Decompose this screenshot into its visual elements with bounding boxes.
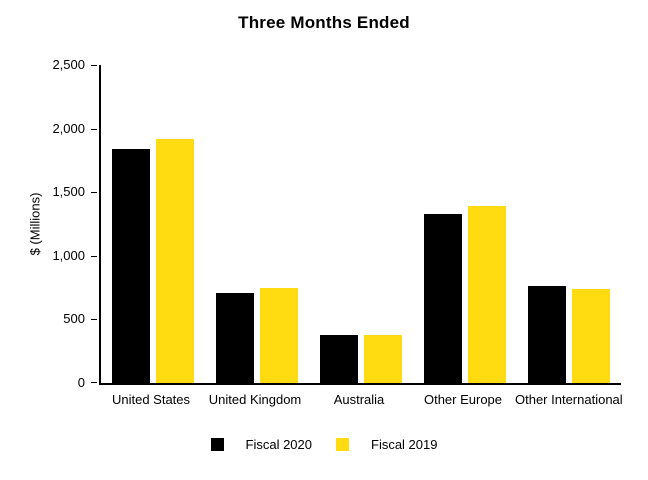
bar-group-united-states [101, 65, 205, 383]
bar-fiscal-2019-united-kingdom [260, 287, 298, 383]
legend-swatch-fiscal-2020 [210, 438, 224, 451]
plot-area [99, 65, 621, 385]
bar-fiscal-2019-other-europe [468, 206, 506, 383]
x-axis-labels: United States United Kingdom Australia Othe… [99, 392, 623, 407]
legend-swatch-fiscal-2019 [336, 438, 349, 451]
y-axis-ticks: 0 500 1,000 1,500 2,000 2,500 [0, 58, 99, 390]
bar-group-australia [309, 65, 413, 383]
bar-fiscal-2020-other-europe [424, 213, 462, 383]
legend-label-fiscal-2020: Fiscal 2020 [245, 437, 312, 452]
y-tick-label: 1,000 [52, 247, 85, 263]
y-tick-mark [91, 65, 97, 66]
y-tick-label: 2,500 [52, 57, 85, 72]
bar-fiscal-2019-australia [364, 335, 402, 383]
y-tick-mark [91, 255, 97, 257]
y-tick-label: 0 [77, 375, 85, 390]
y-tick-mark [91, 382, 97, 383]
bar-group-united-kingdom [205, 65, 309, 383]
y-tick-mark [91, 319, 97, 321]
x-axis-label-united-states: United States [111, 392, 191, 407]
y-tick-label: 1,500 [52, 184, 85, 200]
bar-group-other-international [517, 65, 621, 383]
y-tick-label: 500 [63, 311, 85, 327]
legend-label-fiscal-2019: Fiscal 2019 [371, 437, 438, 452]
y-tick-label: 2,000 [52, 120, 85, 136]
legend-item-fiscal-2020: Fiscal 2020 [210, 437, 312, 452]
x-axis-label-other-international: Other International [515, 392, 623, 407]
bar-fiscal-2020-united-kingdom [216, 292, 254, 383]
bar-fiscal-2020-other-international [528, 285, 566, 383]
bar-group-other-europe [413, 65, 517, 383]
y-tick-mark [91, 128, 97, 130]
y-tick-mark [91, 192, 97, 194]
bar-fiscal-2020-australia [320, 334, 358, 383]
chart-title: Three Months Ended [238, 13, 410, 32]
x-axis-label-other-europe: Other Europe [423, 392, 503, 407]
x-axis-label-united-kingdom: United Kingdom [208, 392, 302, 407]
legend-item-fiscal-2019: Fiscal 2019 [336, 437, 437, 452]
bar-fiscal-2019-united-states [156, 138, 194, 383]
x-axis-label-australia: Australia [333, 392, 385, 407]
bar-fiscal-2019-other-international [572, 288, 610, 383]
legend: Fiscal 2020 Fiscal 2019 [0, 437, 648, 452]
bar-fiscal-2020-united-states [112, 149, 150, 383]
